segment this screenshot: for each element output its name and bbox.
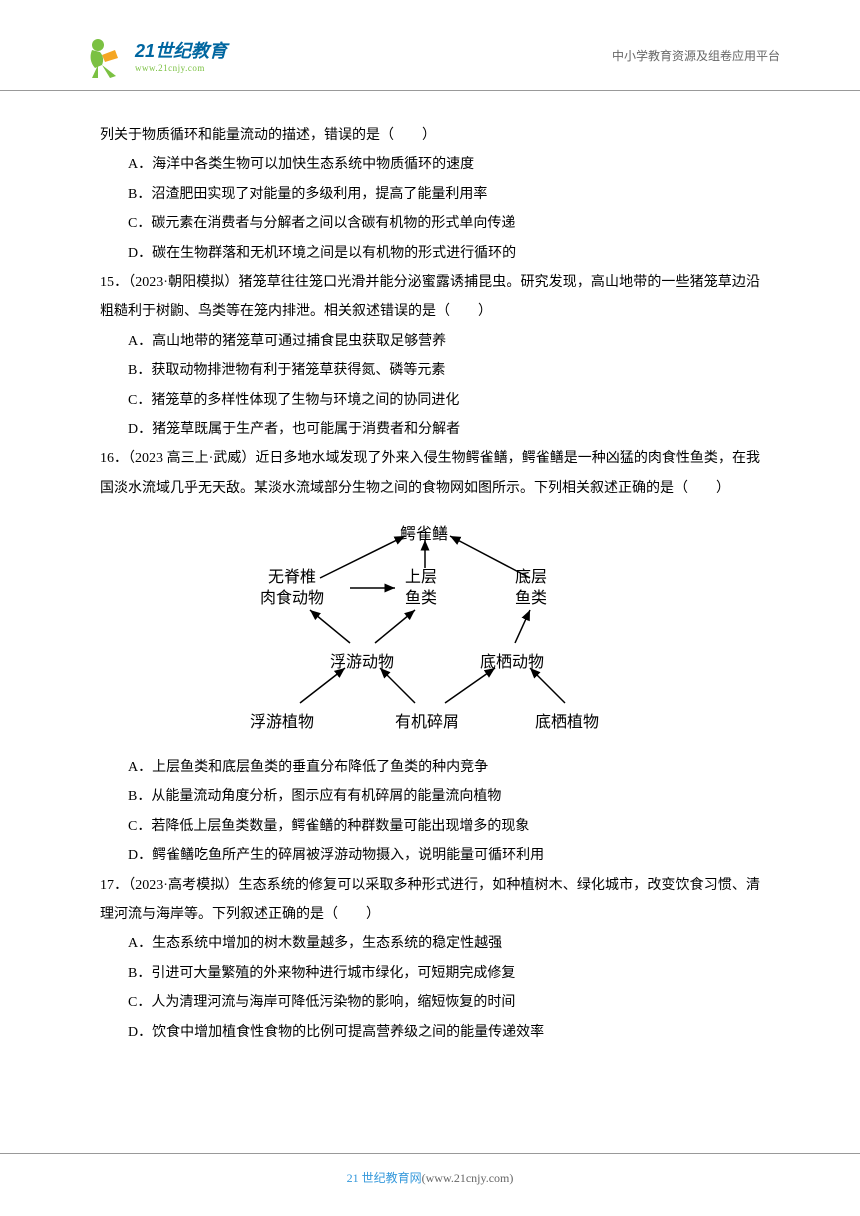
logo-main-text: 21世纪教育	[135, 37, 227, 63]
node-bottom-mid: 有机碎屑	[395, 706, 459, 740]
logo-text: 21世纪教育 www.21cnjy.com	[135, 37, 227, 73]
q14-stem-continued: 列关于物质循环和能量流动的描述，错误的是（ ）	[100, 121, 760, 150]
q15-option-d: D．猪笼草既属于生产者，也可能属于消费者和分解者	[100, 415, 760, 444]
node-top: 鳄雀鳝	[400, 518, 448, 552]
q15-option-c: C．猪笼草的多样性体现了生物与环境之间的协同进化	[100, 386, 760, 415]
q17-option-d: D．饮食中增加植食性食物的比例可提高营养级之间的能量传递效率	[100, 1018, 760, 1047]
q17-option-b: B．引进可大量繁殖的外来物种进行城市绿化，可短期完成修复	[100, 959, 760, 988]
q14-option-b: B．沼渣肥田实现了对能量的多级利用，提高了能量利用率	[100, 180, 760, 209]
q16-option-b: B．从能量流动角度分析，图示应有有机碎屑的能量流向植物	[100, 782, 760, 811]
header-subtitle: 中小学教育资源及组卷应用平台	[612, 47, 780, 64]
q15-stem: 15．（2023·朝阳模拟）猪笼草往往笼口光滑并能分泌蜜露诱捕昆虫。研究发现，高…	[100, 268, 760, 327]
page-header: 21世纪教育 www.21cnjy.com 中小学教育资源及组卷应用平台	[0, 0, 860, 91]
q14-option-a: A．海洋中各类生物可以加快生态系统中物质循环的速度	[100, 150, 760, 179]
q16-option-c: C．若降低上层鱼类数量，鳄雀鳝的种群数量可能出现增多的现象	[100, 812, 760, 841]
node-bottom-left: 浮游植物	[250, 706, 314, 740]
q15-option-a: A．高山地带的猪笼草可通过捕食昆虫获取足够营养	[100, 327, 760, 356]
q17-option-a: A．生态系统中增加的树木数量越多，生态系统的稳定性越强	[100, 929, 760, 958]
node-left-upper: 无脊椎肉食动物	[260, 568, 324, 610]
node-right-upper: 底层鱼类	[515, 568, 547, 610]
node-bottom-right: 底栖植物	[535, 706, 599, 740]
node-right-mid: 底栖动物	[480, 646, 544, 680]
page-footer: 21 世纪教育网(www.21cnjy.com)	[0, 1153, 860, 1186]
node-left-mid: 浮游动物	[330, 646, 394, 680]
footer-url: (www.21cnjy.com)	[422, 1171, 514, 1185]
q16-stem: 16．（2023 高三上·武威）近日多地水域发现了外来入侵生物鳄雀鳝，鳄雀鳝是一…	[100, 444, 760, 503]
q17-option-c: C．人为清理河流与海岸可降低污染物的影响，缩短恢复的时间	[100, 988, 760, 1017]
q17-stem: 17．（2023·高考模拟）生态系统的修复可以采取多种形式进行，如种植树木、绿化…	[100, 871, 760, 930]
q14-option-c: C．碳元素在消费者与分解者之间以含碳有机物的形式单向传递	[100, 209, 760, 238]
main-content: 列关于物质循环和能量流动的描述，错误的是（ ） A．海洋中各类生物可以加快生态系…	[0, 121, 860, 1047]
footer-brand: 21 世纪教育网	[347, 1171, 422, 1185]
node-mid-upper: 上层鱼类	[405, 568, 437, 610]
q15-option-b: B．获取动物排泄物有利于猪笼草获得氮、磷等元素	[100, 356, 760, 385]
q14-option-d: D．碳在生物群落和无机环境之间是以有机物的形式进行循环的	[100, 239, 760, 268]
logo-icon	[80, 30, 130, 80]
q16-option-d: D．鳄雀鳝吃鱼所产生的碎屑被浮游动物摄入，说明能量可循环利用	[100, 841, 760, 870]
logo-sub-text: www.21cnjy.com	[135, 63, 227, 73]
food-web-diagram: 鳄雀鳝 无脊椎肉食动物 上层鱼类 底层鱼类 浮游动物 底栖动物 浮游植物 有机碎…	[100, 518, 760, 738]
q16-option-a: A．上层鱼类和底层鱼类的垂直分布降低了鱼类的种内竞争	[100, 753, 760, 782]
logo-section: 21世纪教育 www.21cnjy.com	[80, 30, 612, 80]
